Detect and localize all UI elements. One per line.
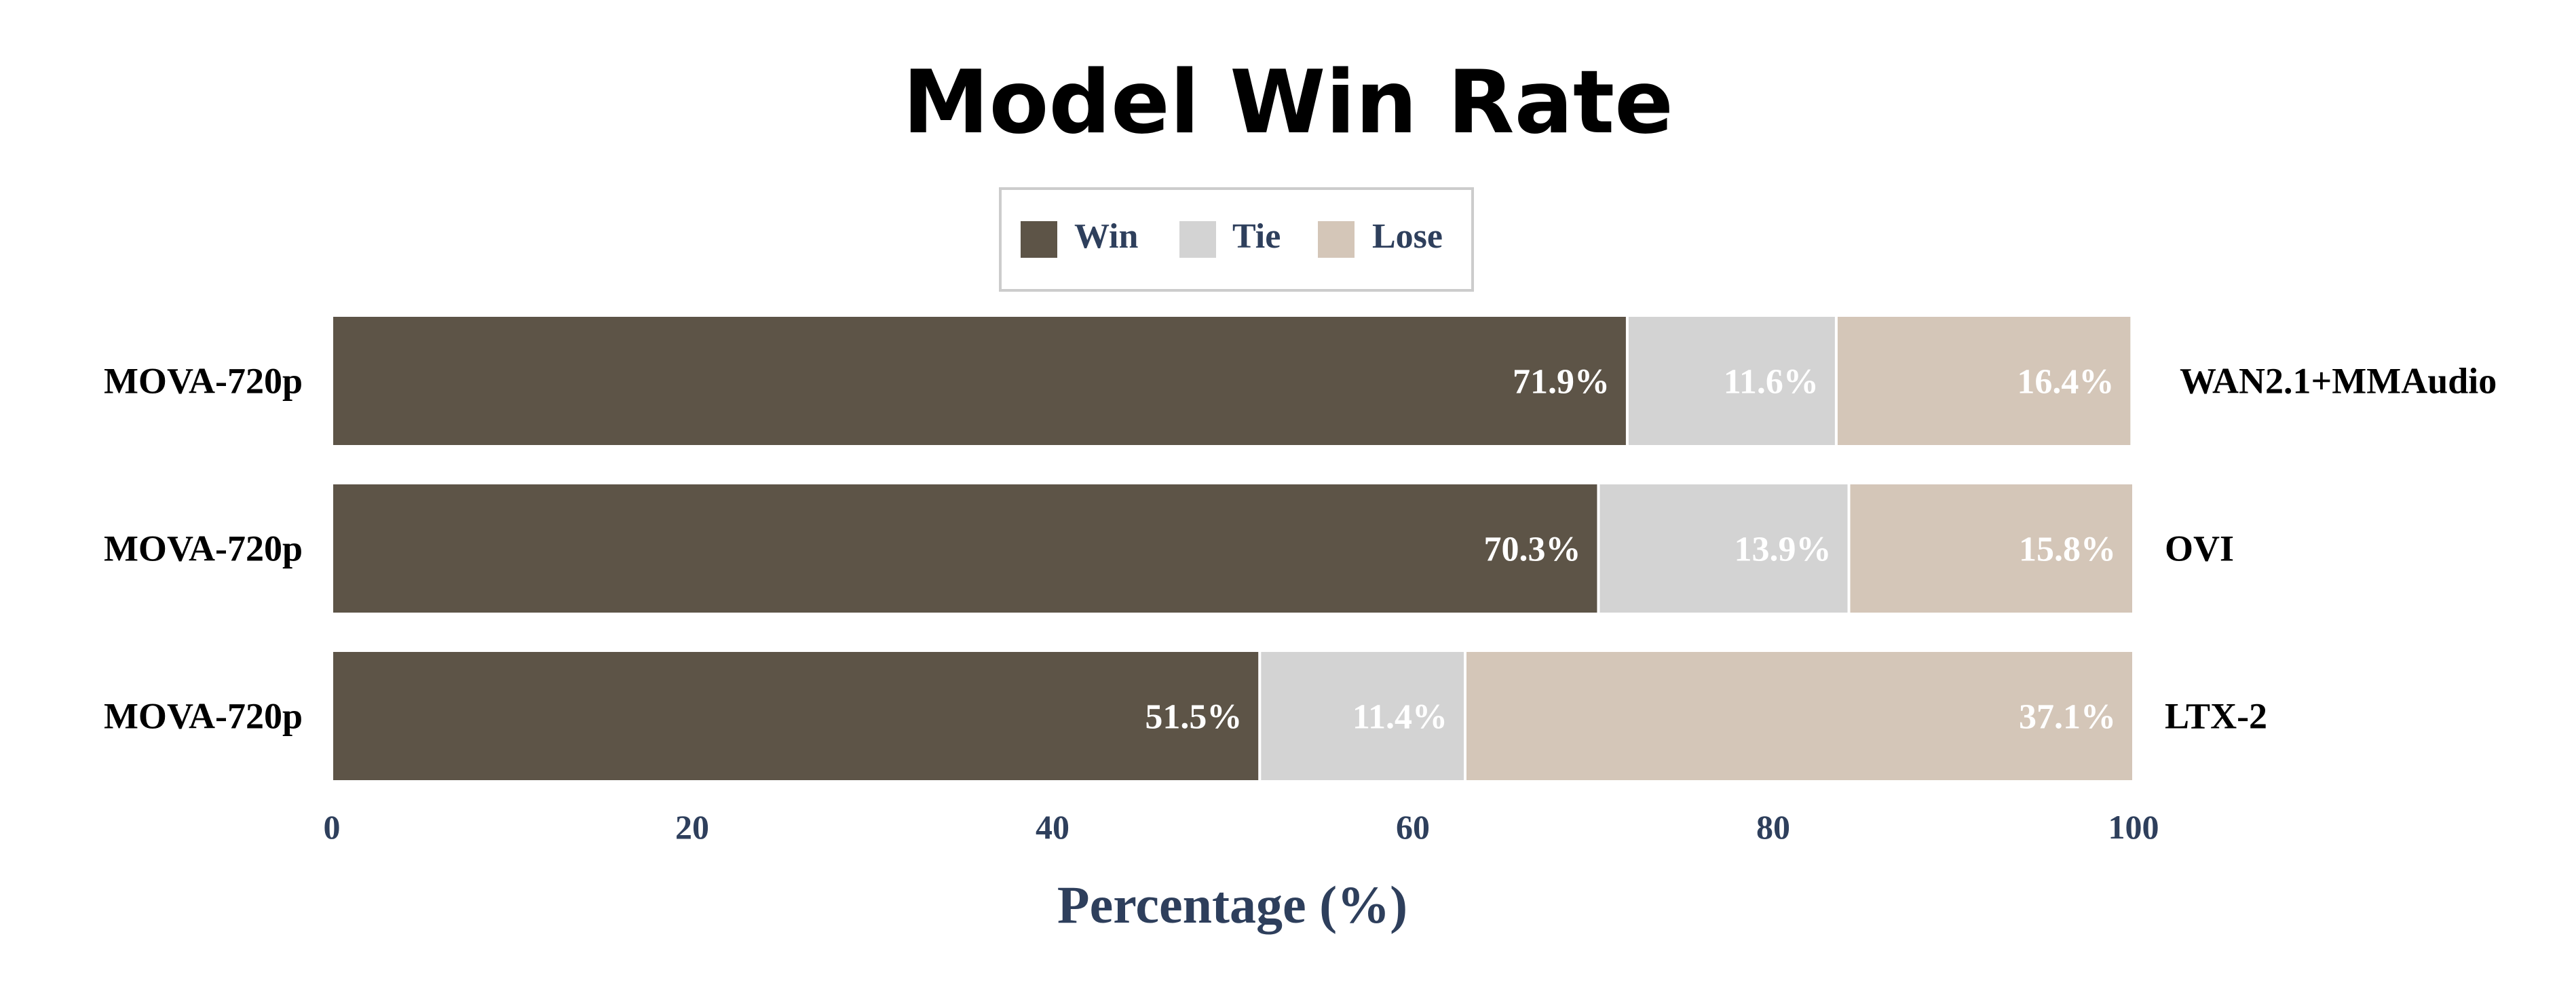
legend-swatch-lose — [1318, 221, 1355, 258]
value-label-win-row-2: 70.3% — [1483, 531, 1580, 569]
x-tick-label: 100 — [2108, 808, 2159, 846]
value-label-tie-row-3: 11.4% — [1352, 698, 1447, 737]
legend-box — [999, 187, 1474, 292]
value-label-tie-row-2: 13.9% — [1735, 531, 1832, 569]
value-label-win-row-3: 51.5% — [1145, 698, 1242, 737]
x-tick-label: 60 — [1396, 808, 1430, 846]
x-tick-label: 20 — [675, 808, 709, 846]
value-label-lose-row-2: 15.8% — [2019, 531, 2116, 569]
left-label-row-2: MOVA-720p — [104, 528, 303, 569]
right-label-row-1: WAN2.1+MMAudio — [2180, 361, 2497, 402]
x-tick-label: 80 — [1756, 808, 1790, 846]
bar-win-row-1 — [330, 314, 1629, 448]
bar-tie-row-3 — [1258, 649, 1466, 783]
value-label-lose-row-1: 16.4% — [2017, 363, 2114, 402]
legend-swatch-tie — [1179, 221, 1216, 258]
x-axis-label: Percentage (%) — [1057, 875, 1407, 934]
bar-win-row-2 — [330, 482, 1600, 615]
left-label-row-3: MOVA-720p — [104, 696, 303, 737]
left-label-row-1: MOVA-720p — [104, 361, 303, 402]
legend-swatch-win — [1021, 221, 1057, 258]
bar-lose-row-1 — [1834, 314, 2134, 448]
value-label-win-row-1: 71.9% — [1513, 363, 1610, 402]
bar-tie-row-2 — [1597, 482, 1851, 615]
legend-label-lose: Lose — [1372, 217, 1443, 256]
x-tick-label: 0 — [324, 808, 341, 846]
chart-title: Model Win Rate — [903, 52, 1673, 153]
bar-lose-row-3 — [1463, 649, 2136, 783]
legend-label-tie: Tie — [1232, 217, 1281, 256]
value-label-lose-row-3: 37.1% — [2019, 698, 2116, 737]
row-labels-layer: MOVA-720p WAN2.1+MMAudio MOVA-720p OVI MOVA-… — [104, 361, 2497, 737]
legend-label-win: Win — [1074, 217, 1139, 256]
bar-tie-row-1 — [1625, 314, 1838, 448]
right-label-row-2: OVI — [2165, 528, 2234, 569]
x-axis-ticks: 0 20 40 60 80 100 — [324, 808, 2159, 846]
value-label-tie-row-1: 11.6% — [1724, 363, 1819, 402]
bar-win-row-3 — [330, 649, 1262, 783]
x-tick-label: 40 — [1036, 808, 1069, 846]
bar-lose-row-2 — [1847, 482, 2135, 615]
right-label-row-3: LTX-2 — [2165, 696, 2267, 737]
legend: Win Tie Lose — [999, 187, 1474, 292]
bars-layer: 71.9% 11.6% 16.4% 70.3% 13.9% 15.8% 51.5% 11.4%… — [330, 314, 2136, 783]
